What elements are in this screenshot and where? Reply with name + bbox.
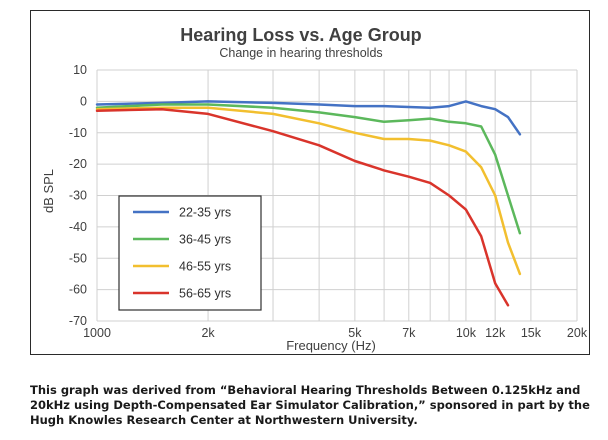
x-tick-label: 12k	[485, 326, 506, 340]
y-axis-label: dB SPL	[41, 169, 56, 213]
legend: 22-35 yrs 36-45 yrs 46-55 yrs 56-65 yrs	[118, 195, 262, 311]
hearing-loss-chart: Hearing Loss vs. Age Group Change in hea…	[41, 25, 588, 353]
legend-box	[118, 195, 262, 311]
y-tick-label: -20	[69, 157, 87, 171]
x-axis-label: Frequency (Hz)	[286, 338, 376, 353]
y-tick-label: -10	[69, 126, 87, 140]
x-tick-label: 20k	[567, 326, 588, 340]
legend-label: 56-65 yrs	[179, 287, 231, 301]
legend-label: 22-35 yrs	[179, 206, 231, 220]
x-tick-label: 1000	[83, 326, 111, 340]
figure-caption: This graph was derived from “Behavioral …	[30, 383, 590, 427]
legend-label: 36-45 yrs	[179, 233, 231, 247]
y-tick-label: -30	[69, 189, 87, 203]
legend-label: 46-55 yrs	[179, 260, 231, 274]
series-line-36-45-yrs	[95, 103, 522, 235]
x-tick-label: 15k	[521, 326, 542, 340]
series-line-56-65-yrs	[95, 107, 510, 307]
y-tick-label: -60	[69, 283, 87, 297]
y-tick-label: -70	[69, 314, 87, 328]
y-tick-label: 10	[73, 63, 87, 77]
x-tick-label: 2k	[201, 326, 215, 340]
series-line-46-55-yrs	[95, 106, 522, 276]
chart-frame: Hearing Loss vs. Age Group Change in hea…	[30, 10, 590, 355]
y-tick-label: -50	[69, 251, 87, 265]
x-tick-label: 10k	[456, 326, 477, 340]
chart-title: Hearing Loss vs. Age Group	[180, 25, 421, 45]
y-tick-label: 0	[80, 94, 87, 108]
x-tick-label: 5k	[348, 326, 362, 340]
chart-subtitle: Change in hearing thresholds	[219, 46, 382, 60]
series-layer	[95, 100, 522, 307]
y-tick-label: -40	[69, 220, 87, 234]
x-tick-label: 7k	[402, 326, 416, 340]
series-line-22-35-yrs	[95, 100, 522, 136]
